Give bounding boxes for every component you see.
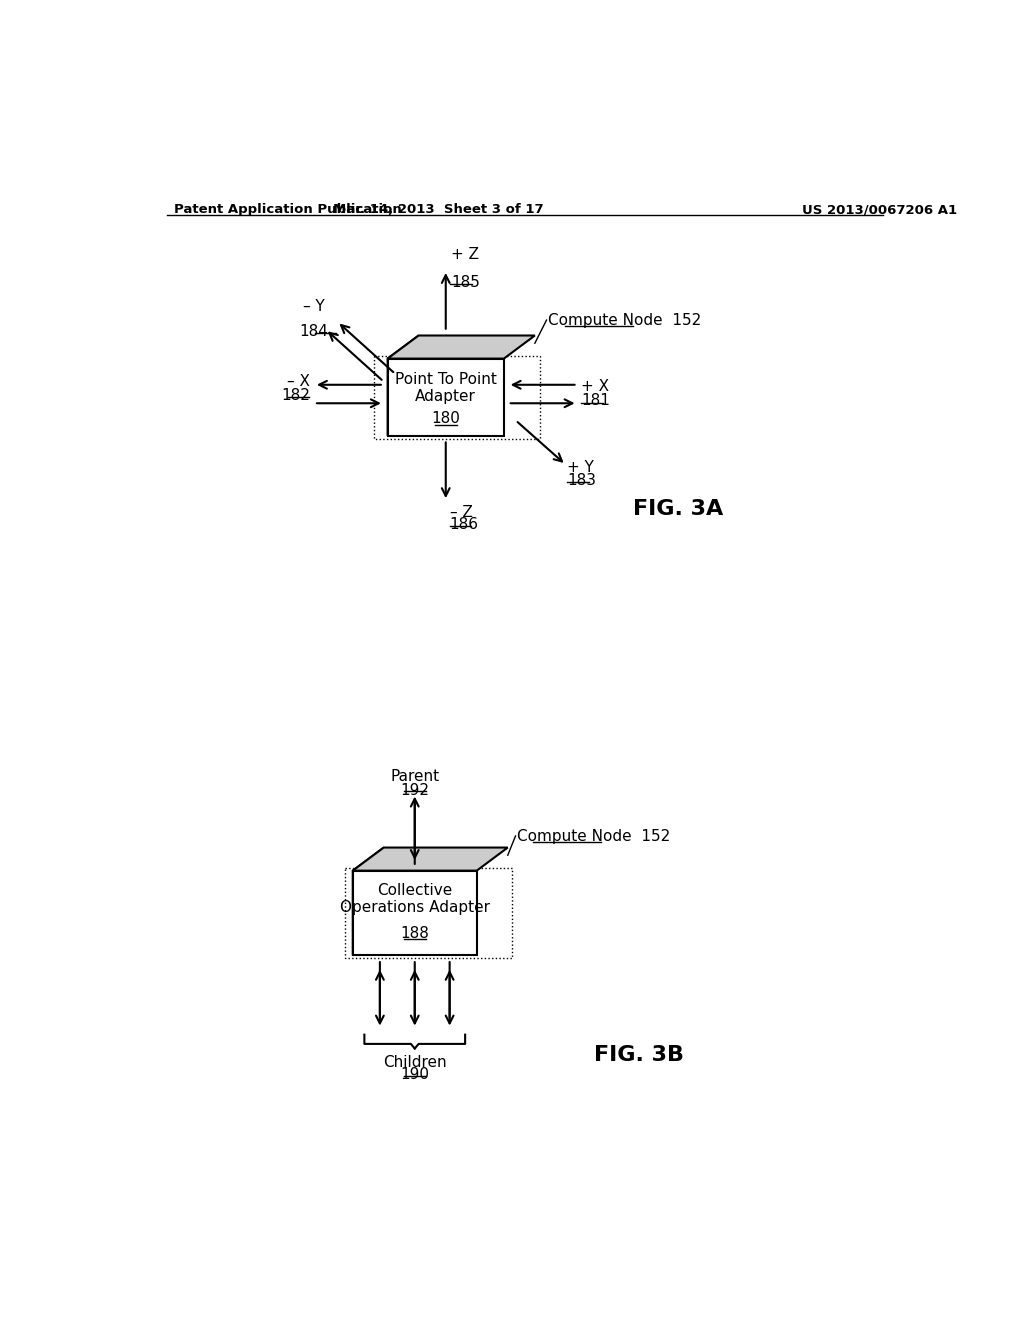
- Text: 188: 188: [400, 925, 429, 941]
- Text: Point To Point
Adapter: Point To Point Adapter: [395, 372, 497, 404]
- Text: – Z: – Z: [450, 506, 472, 520]
- Text: 186: 186: [450, 517, 478, 532]
- Text: – X: – X: [287, 374, 310, 389]
- Text: 183: 183: [567, 473, 596, 487]
- Text: Compute Node  152: Compute Node 152: [548, 313, 701, 327]
- Polygon shape: [388, 335, 419, 436]
- Polygon shape: [352, 847, 508, 871]
- Text: + Y: + Y: [567, 461, 594, 475]
- Bar: [352, 871, 477, 956]
- Text: Compute Node  152: Compute Node 152: [517, 829, 671, 843]
- Bar: [374, 355, 540, 438]
- Text: 182: 182: [282, 388, 310, 403]
- Text: 181: 181: [582, 393, 610, 408]
- Text: FIG. 3A: FIG. 3A: [633, 499, 723, 519]
- Text: Children: Children: [383, 1055, 446, 1069]
- Text: FIG. 3B: FIG. 3B: [595, 1045, 684, 1065]
- Bar: [345, 867, 512, 958]
- Text: Parent: Parent: [390, 770, 439, 784]
- Text: Patent Application Publication: Patent Application Publication: [174, 203, 402, 216]
- Text: + Z: + Z: [452, 247, 479, 263]
- Text: 192: 192: [400, 783, 429, 797]
- Text: + X: + X: [582, 379, 609, 395]
- Text: 190: 190: [400, 1067, 429, 1082]
- Text: Collective
Operations Adapter: Collective Operations Adapter: [340, 883, 489, 915]
- Text: – Y: – Y: [303, 298, 325, 314]
- Polygon shape: [388, 335, 535, 359]
- Text: US 2013/0067206 A1: US 2013/0067206 A1: [802, 203, 957, 216]
- Text: Mar. 14, 2013  Sheet 3 of 17: Mar. 14, 2013 Sheet 3 of 17: [333, 203, 544, 216]
- Text: 180: 180: [431, 411, 460, 426]
- Text: 185: 185: [452, 276, 480, 290]
- Polygon shape: [352, 847, 384, 956]
- Text: 184: 184: [300, 323, 329, 339]
- Bar: [388, 359, 504, 436]
